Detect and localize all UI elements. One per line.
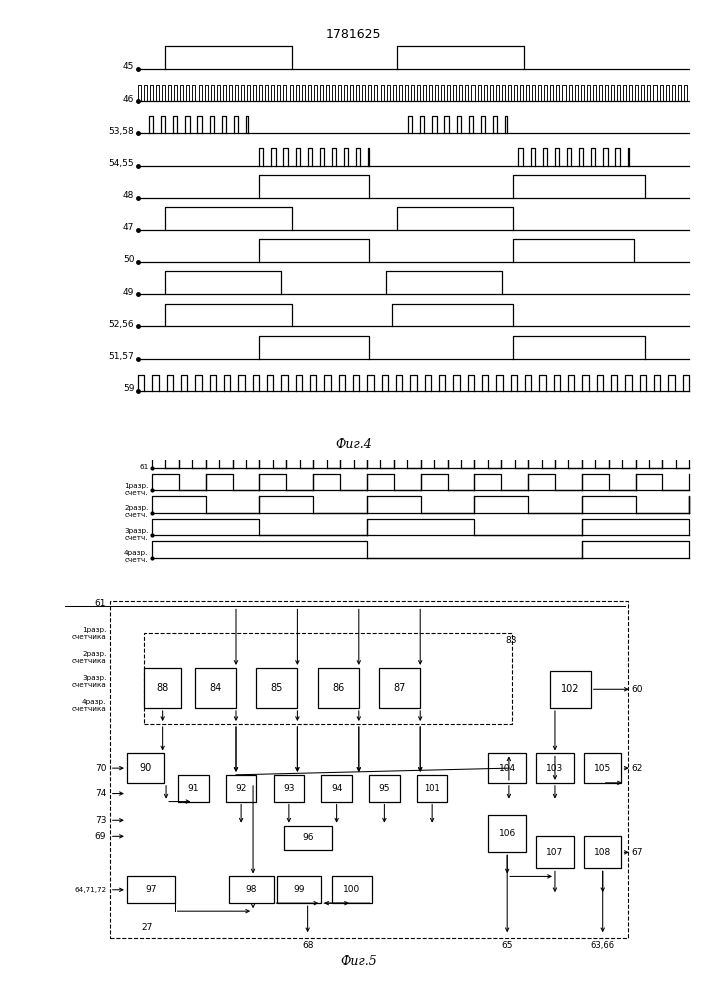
- Bar: [318, 668, 358, 708]
- Text: 83: 83: [506, 636, 517, 645]
- Text: 69: 69: [95, 832, 106, 841]
- Bar: [550, 671, 591, 708]
- Text: 52,56: 52,56: [109, 320, 134, 329]
- Bar: [332, 876, 373, 903]
- Text: 60: 60: [632, 685, 643, 694]
- Bar: [321, 775, 352, 802]
- Text: 47: 47: [123, 223, 134, 232]
- Text: 90: 90: [139, 763, 152, 773]
- Bar: [178, 775, 209, 802]
- Text: 106: 106: [498, 829, 516, 838]
- Text: 100: 100: [344, 885, 361, 894]
- Text: 51,57: 51,57: [109, 352, 134, 361]
- Text: 1разр.
счетчика: 1разр. счетчика: [71, 627, 106, 640]
- Text: 65: 65: [501, 941, 513, 950]
- Text: 92: 92: [235, 784, 247, 793]
- Bar: [536, 753, 573, 783]
- Bar: [584, 753, 621, 783]
- Text: 95: 95: [379, 784, 390, 793]
- Text: 49: 49: [123, 288, 134, 297]
- Text: 1разр.
счетч.: 1разр. счетч.: [124, 483, 148, 496]
- Bar: [127, 876, 175, 903]
- Text: 50: 50: [123, 255, 134, 264]
- Text: 94: 94: [331, 784, 342, 793]
- Text: 27: 27: [141, 923, 153, 932]
- Bar: [229, 876, 274, 903]
- Text: 87: 87: [394, 683, 406, 693]
- Bar: [226, 775, 257, 802]
- Text: 99: 99: [293, 885, 305, 894]
- Bar: [127, 753, 164, 783]
- Bar: [110, 601, 629, 938]
- Text: 88: 88: [156, 683, 169, 693]
- Bar: [489, 815, 526, 852]
- Text: Фиг.4: Фиг.4: [335, 438, 372, 451]
- Bar: [584, 836, 621, 868]
- Text: 104: 104: [498, 764, 515, 773]
- Text: 61: 61: [139, 464, 148, 470]
- Text: 46: 46: [123, 95, 134, 104]
- Text: 70: 70: [95, 764, 106, 773]
- Bar: [536, 836, 573, 868]
- Bar: [195, 668, 236, 708]
- Text: 68: 68: [302, 941, 313, 950]
- Text: 93: 93: [283, 784, 295, 793]
- Text: 101: 101: [424, 784, 440, 793]
- Text: 97: 97: [145, 885, 156, 894]
- Text: 96: 96: [302, 833, 313, 842]
- Text: 84: 84: [209, 683, 222, 693]
- Bar: [277, 876, 321, 903]
- Text: 3разр.
счетчика: 3разр. счетчика: [71, 675, 106, 688]
- Text: 59: 59: [123, 384, 134, 393]
- Text: 107: 107: [547, 848, 563, 857]
- Text: 67: 67: [632, 848, 643, 857]
- Bar: [274, 775, 304, 802]
- Text: 48: 48: [123, 191, 134, 200]
- Text: Фиг.5: Фиг.5: [341, 955, 377, 968]
- Text: 102: 102: [561, 684, 580, 694]
- Text: 2разр.
счетч.: 2разр. счетч.: [124, 505, 148, 518]
- Text: 1781625: 1781625: [326, 28, 381, 41]
- Bar: [489, 753, 526, 783]
- Text: 4разр.
счетчика: 4разр. счетчика: [71, 699, 106, 712]
- Text: 85: 85: [271, 683, 283, 693]
- Text: 3разр.
счетч.: 3разр. счетч.: [124, 528, 148, 541]
- Text: 74: 74: [95, 789, 106, 798]
- Bar: [144, 633, 513, 724]
- Text: 4разр.
счетч.: 4разр. счетч.: [124, 550, 148, 563]
- Text: 105: 105: [594, 764, 612, 773]
- Bar: [369, 775, 399, 802]
- Text: 98: 98: [245, 885, 257, 894]
- Text: 53,58: 53,58: [109, 127, 134, 136]
- Text: 54,55: 54,55: [109, 159, 134, 168]
- Text: 91: 91: [187, 784, 199, 793]
- Text: 63,66: 63,66: [590, 941, 615, 950]
- Bar: [144, 668, 182, 708]
- Text: 2разр.
счетчика: 2разр. счетчика: [71, 651, 106, 664]
- Bar: [417, 775, 448, 802]
- Bar: [379, 668, 420, 708]
- Text: 62: 62: [632, 764, 643, 773]
- Text: 64,71,72: 64,71,72: [74, 887, 106, 893]
- Text: 45: 45: [123, 62, 134, 71]
- Bar: [284, 826, 332, 850]
- Text: 86: 86: [332, 683, 344, 693]
- Text: 61: 61: [95, 599, 106, 608]
- Text: 103: 103: [547, 764, 563, 773]
- Text: 73: 73: [95, 816, 106, 825]
- Text: 108: 108: [594, 848, 612, 857]
- Bar: [257, 668, 298, 708]
